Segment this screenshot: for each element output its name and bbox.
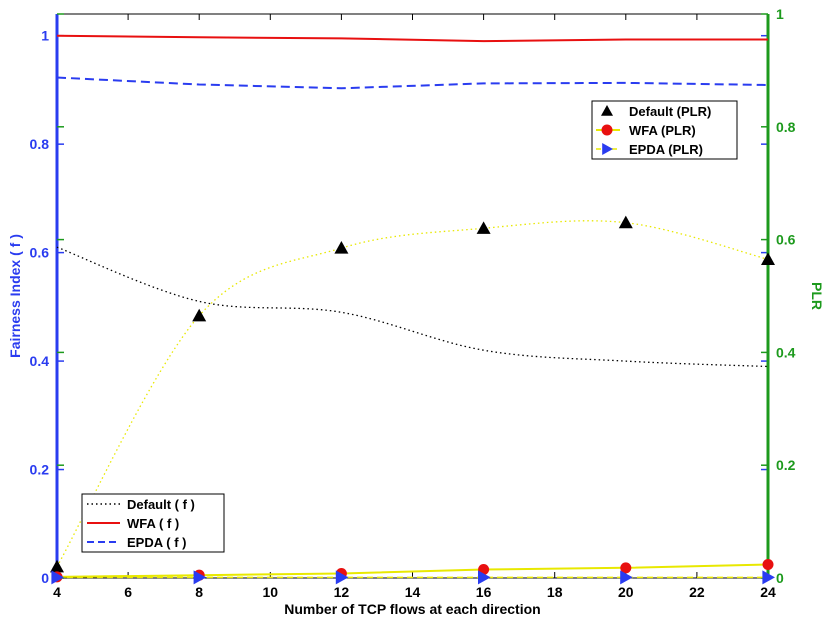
x-tick-label: 8 <box>195 584 203 600</box>
left-y-tick-label: 0.8 <box>30 136 50 152</box>
marker-epda-plr <box>620 570 633 585</box>
marker-default-plr <box>476 221 491 234</box>
x-tick-label: 18 <box>547 584 563 600</box>
marker-default-plr <box>761 252 775 265</box>
legend-label-plr: Default (PLR) <box>629 104 711 119</box>
x-tick-label: 14 <box>405 584 421 600</box>
marker-default-plr <box>50 559 64 573</box>
right-y-axis-title: PLR <box>809 282 825 310</box>
marker-default-plr <box>192 308 207 322</box>
series-line-wfa-f <box>56 34 768 43</box>
x-tick-label: 6 <box>124 584 132 600</box>
marker-epda-plr <box>762 570 775 585</box>
marker-wfa-plr <box>762 558 774 570</box>
left-y-tick-label: 0.2 <box>30 462 50 478</box>
marker-epda-plr <box>51 570 64 585</box>
x-tick-label: 10 <box>263 584 279 600</box>
left-y-tick-label: 1 <box>41 28 49 44</box>
right-y-tick-label: 0.8 <box>776 119 796 135</box>
legend-marker-wfa-plr <box>601 124 613 136</box>
left-y-axis-title: Fairness Index ( f ) <box>7 234 23 358</box>
legend-marker-epda-plr <box>602 143 613 155</box>
marker-epda-plr <box>478 570 491 585</box>
left-y-tick-label: 0.6 <box>30 245 50 261</box>
series-line-default-f <box>56 246 769 368</box>
x-tick-label: 20 <box>618 584 634 600</box>
x-tick-label: 4 <box>53 584 61 600</box>
right-y-tick-label: 0.6 <box>776 232 796 248</box>
legend-label-f: WFA ( f ) <box>127 516 179 531</box>
right-y-tick-label: 0 <box>776 570 784 586</box>
x-tick-label: 16 <box>476 584 492 600</box>
right-y-tick-label: 1 <box>776 6 784 22</box>
x-axis-title: Number of TCP flows at each direction <box>284 601 540 617</box>
marker-default-plr <box>334 241 349 254</box>
left-y-tick-label: 0 <box>41 570 49 586</box>
marker-epda-plr <box>335 570 349 585</box>
marker-epda-plr <box>193 570 207 585</box>
legend-marker-default-plr <box>601 105 613 116</box>
series-line-wfa-plr <box>56 563 769 578</box>
series-line-epda-f <box>56 76 769 90</box>
x-tick-label: 24 <box>760 584 776 600</box>
legend-label-f: Default ( f ) <box>127 497 195 512</box>
legend-label-plr: WFA (PLR) <box>629 123 696 138</box>
x-tick-label: 22 <box>689 584 705 600</box>
marker-wfa-plr <box>620 562 632 574</box>
marker-default-plr <box>618 215 633 229</box>
right-y-tick-label: 0.4 <box>776 344 796 360</box>
left-y-tick-label: 0.4 <box>30 353 50 369</box>
legend-label-plr: EPDA (PLR) <box>629 142 703 157</box>
legend-label-f: EPDA ( f ) <box>127 535 186 550</box>
x-tick-label: 12 <box>334 584 350 600</box>
right-y-tick-label: 0.2 <box>776 457 796 473</box>
